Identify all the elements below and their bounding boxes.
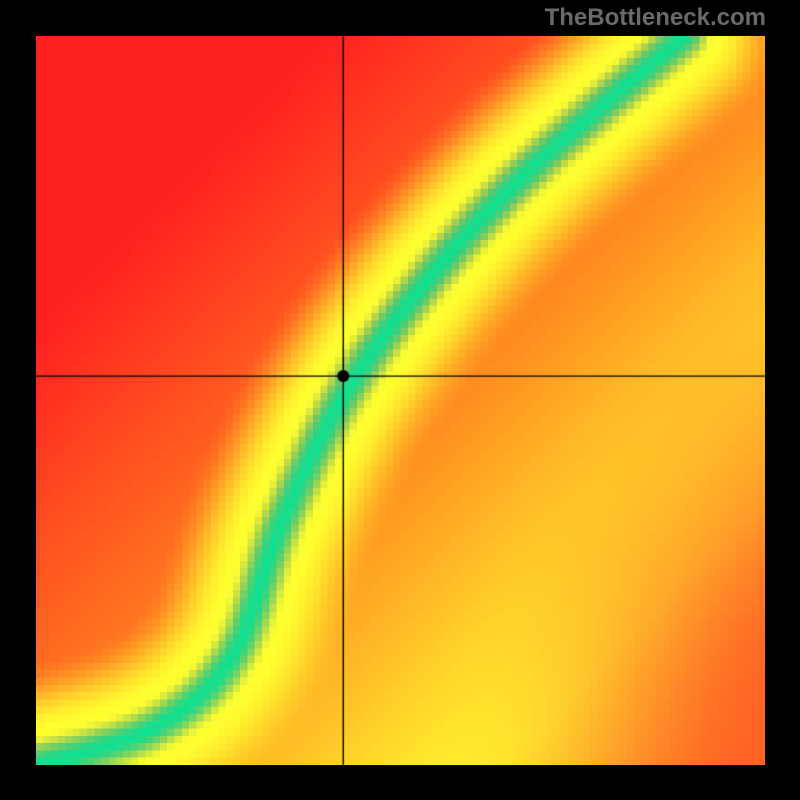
- bottleneck-heatmap: [36, 36, 765, 765]
- chart-container: TheBottleneck.com: [0, 0, 800, 800]
- watermark-text: TheBottleneck.com: [545, 4, 766, 32]
